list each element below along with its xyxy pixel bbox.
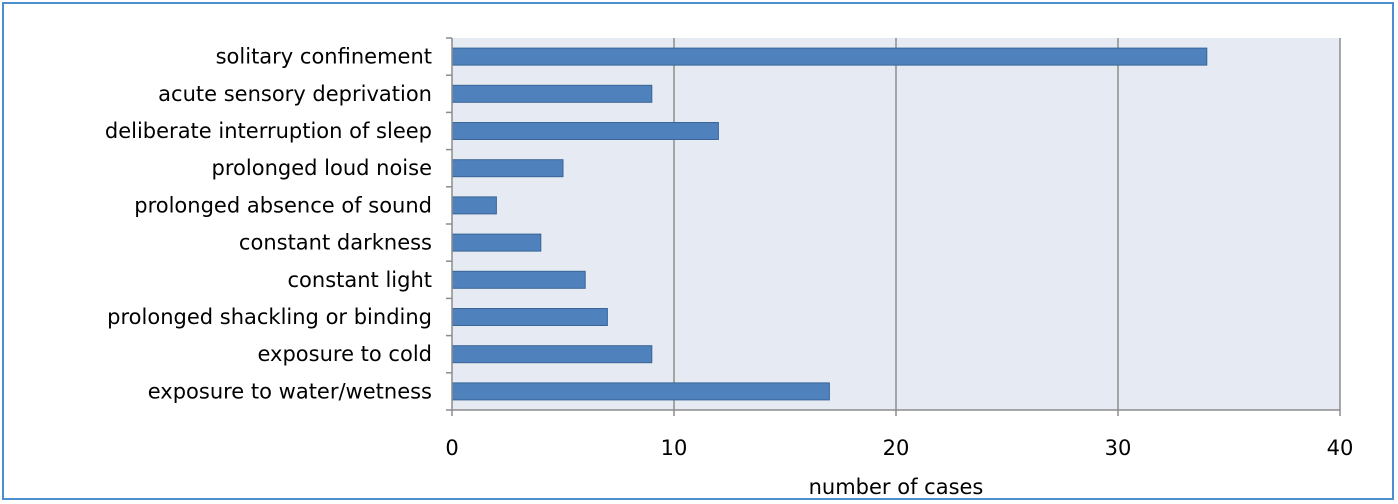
- bar-8: [452, 346, 652, 363]
- x-tick-label-20: 20: [883, 436, 910, 460]
- bar-9: [452, 383, 829, 400]
- bar-1: [452, 85, 652, 102]
- category-label-2: deliberate interruption of sleep: [105, 119, 432, 143]
- category-label-9: exposure to water/wetness: [148, 379, 432, 403]
- category-labels: solitary confinement acute sensory depriv…: [105, 45, 432, 404]
- bar-7: [452, 309, 607, 326]
- bar-6: [452, 271, 585, 288]
- category-label-3: prolonged loud noise: [212, 156, 432, 180]
- category-label-1: acute sensory deprivation: [158, 82, 432, 106]
- bar-4: [452, 197, 496, 214]
- category-label-0: solitary confinement: [216, 45, 432, 69]
- x-tick-label-10: 10: [661, 436, 688, 460]
- x-axis-label: number of cases: [809, 475, 984, 499]
- bar-2: [452, 123, 718, 140]
- x-tick-label-40: 40: [1327, 436, 1354, 460]
- x-tick-label-0: 0: [445, 436, 458, 460]
- bar-5: [452, 234, 541, 251]
- category-label-4: prolonged absence of sound: [134, 193, 432, 217]
- bar-0: [452, 48, 1207, 65]
- category-label-5: constant darkness: [239, 231, 432, 255]
- x-tick-labels: 0 10 20 30 40: [445, 436, 1353, 460]
- x-tick-label-30: 30: [1105, 436, 1132, 460]
- category-label-6: constant light: [287, 268, 432, 292]
- category-label-8: exposure to cold: [258, 342, 433, 366]
- category-label-7: prolonged shackling or binding: [107, 305, 432, 329]
- bar-3: [452, 160, 563, 177]
